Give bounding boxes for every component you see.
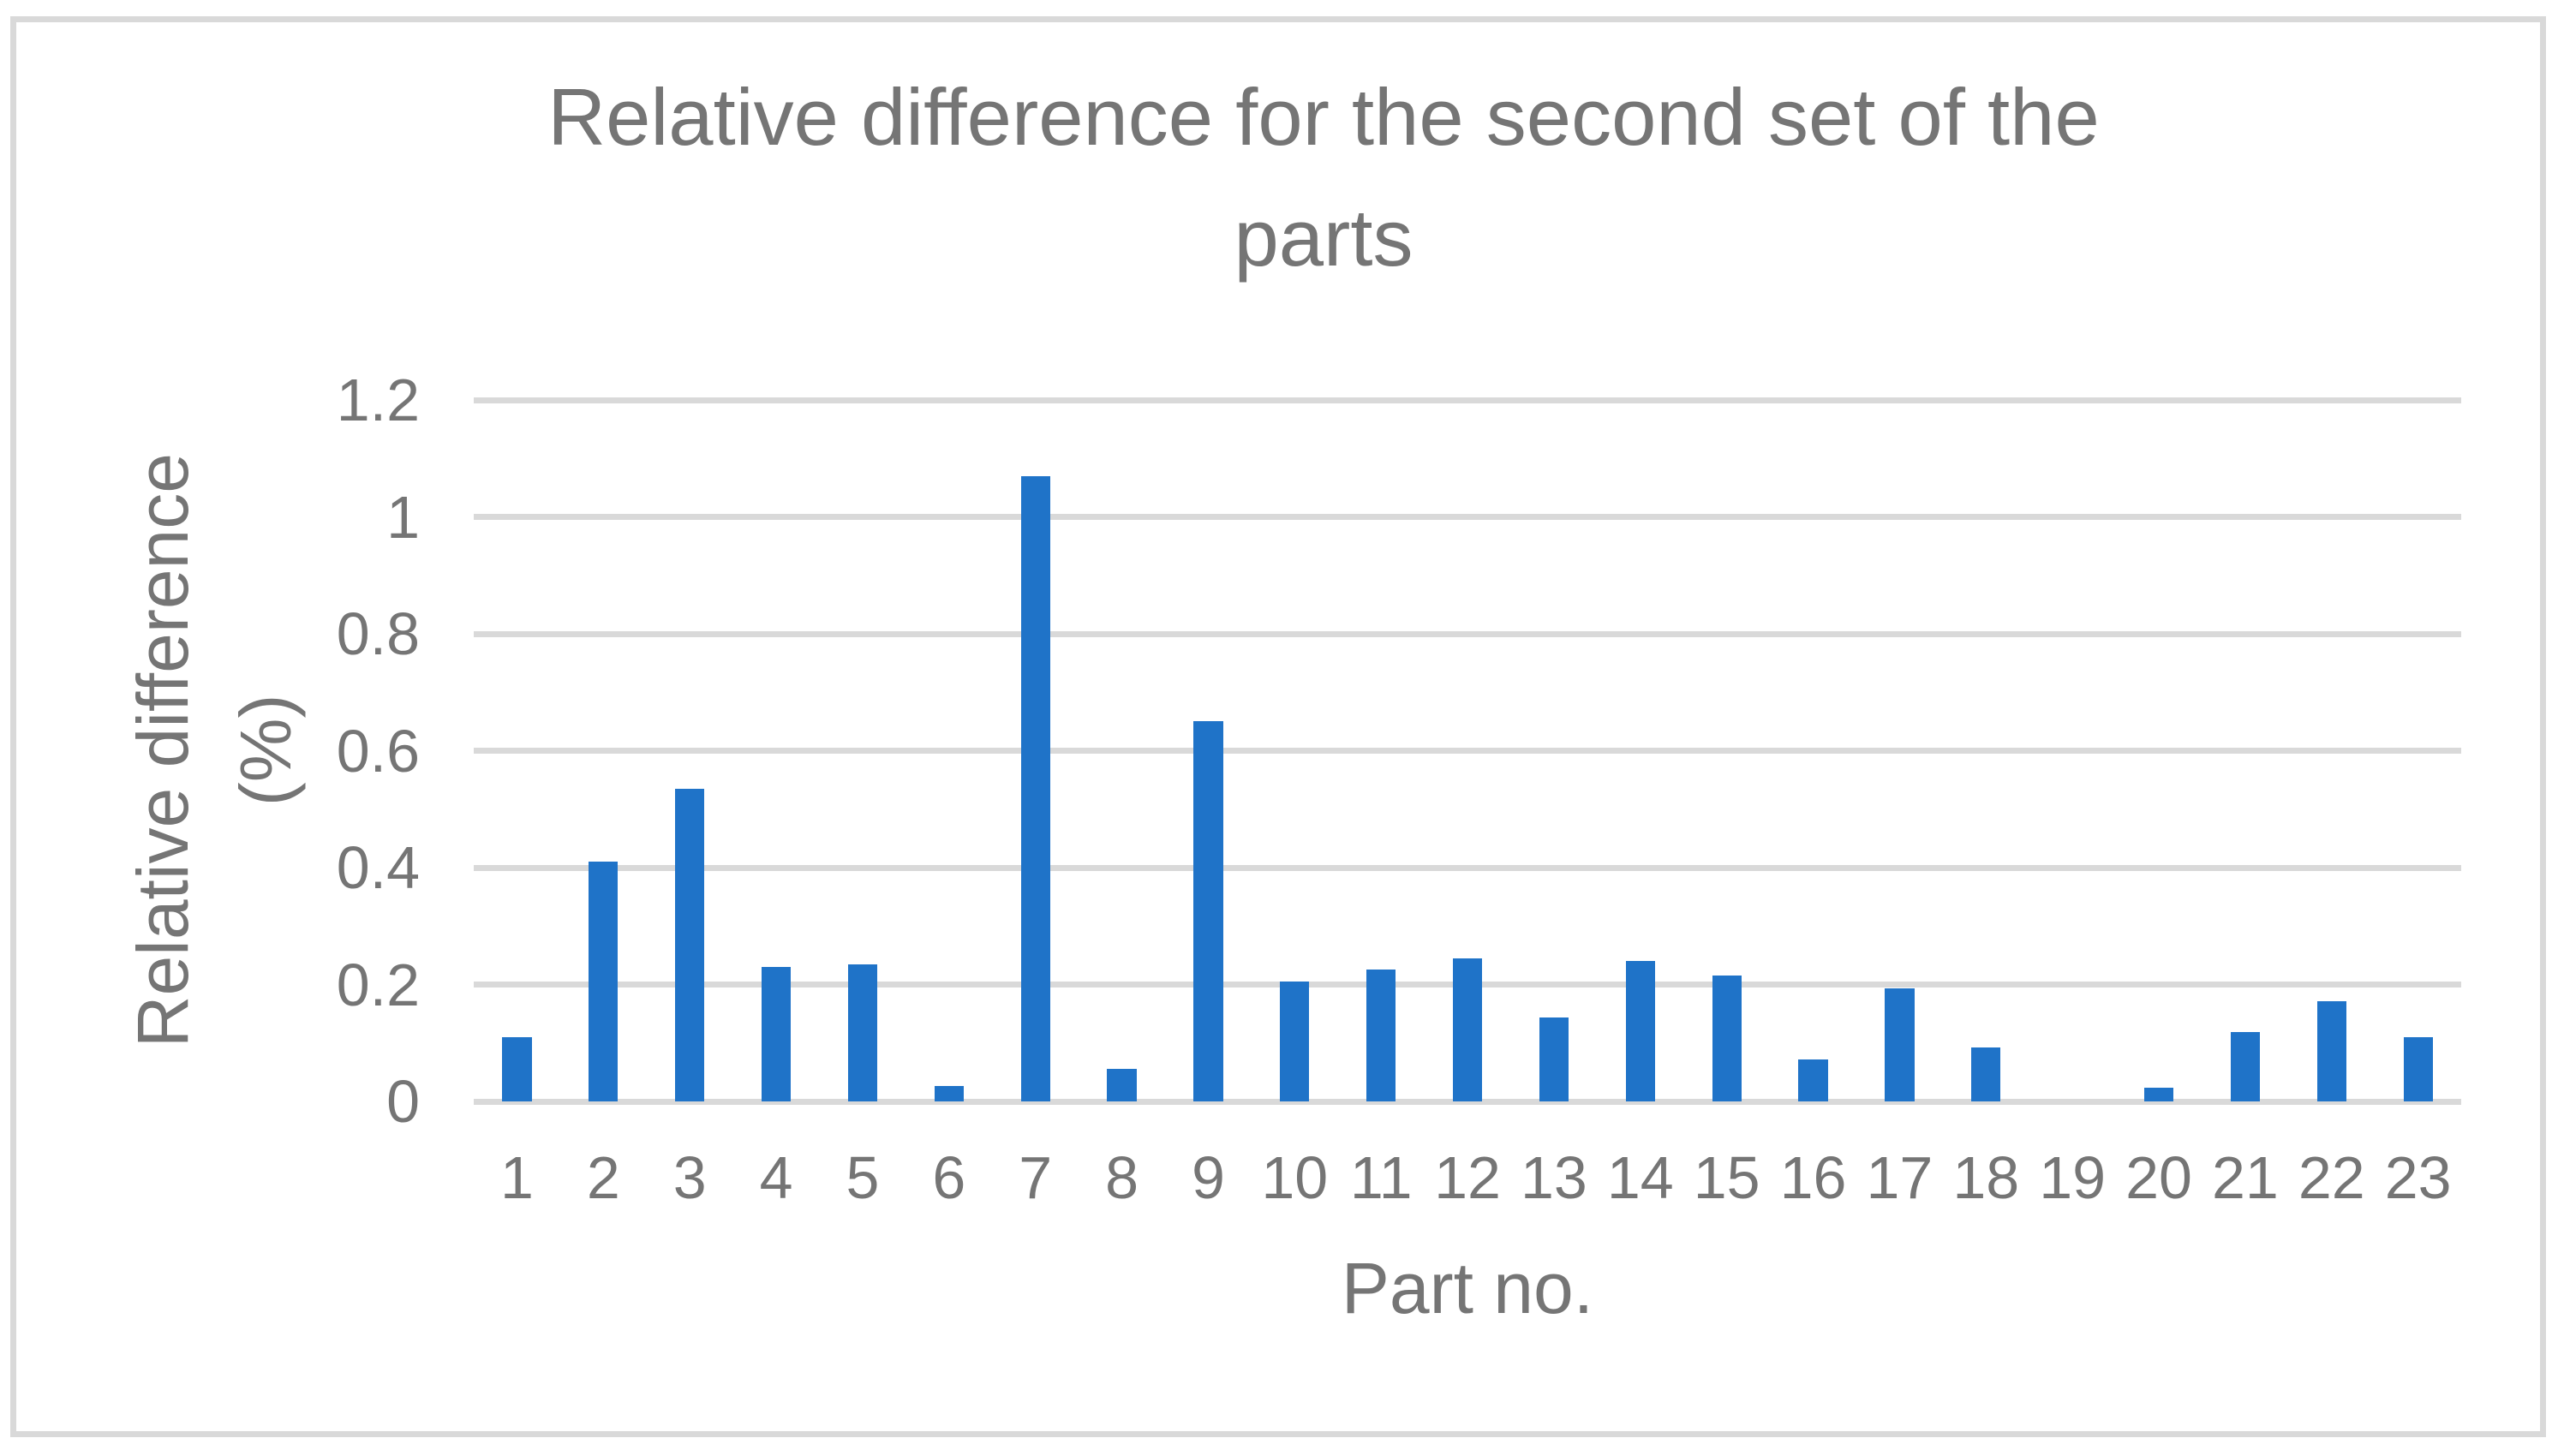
bar-slot-part-19 xyxy=(2029,400,2116,1101)
bar-slot-part-13 xyxy=(1511,400,1598,1101)
bar-part-20 xyxy=(2143,1088,2174,1101)
bar-slot-part-20 xyxy=(2116,400,2202,1101)
x-tick-label-15: 15 xyxy=(1693,1144,1760,1211)
bar-slot-part-5 xyxy=(820,400,906,1101)
y-tick-label-1: 1 xyxy=(386,483,420,551)
bar-slot-part-12 xyxy=(1425,400,1511,1101)
gridline-y-1.2 xyxy=(474,397,2461,403)
chart-title: Relative difference for the second set o… xyxy=(317,57,2330,298)
bar-part-3 xyxy=(675,788,705,1101)
bar-slot-part-21 xyxy=(2202,400,2289,1101)
gridline-y-0.6 xyxy=(474,748,2461,754)
x-tick-label-8: 8 xyxy=(1105,1144,1139,1211)
bar-part-7 xyxy=(1020,475,1050,1101)
y-tick-label-0.4: 0.4 xyxy=(336,834,420,902)
bar-slot-part-18 xyxy=(1943,400,2029,1101)
bar-slot-part-2 xyxy=(560,400,647,1101)
x-axis-title: Part no. xyxy=(1341,1248,1594,1328)
x-axis-tick-labels: 1 2 3 4 5 6 7 8 9 10 11 12 13 14 15 16 17 18 19 20 21 22 23 xyxy=(474,1148,2461,1208)
bar-part-15 xyxy=(1712,976,1742,1101)
x-tick-label-22: 22 xyxy=(2298,1144,2365,1211)
x-tick-label-12: 12 xyxy=(1434,1144,1501,1211)
x-tick-label-23: 23 xyxy=(2384,1144,2452,1211)
x-tick-label-2: 2 xyxy=(586,1144,620,1211)
y-tick-label-0.8: 0.8 xyxy=(336,600,420,668)
bar-part-4 xyxy=(761,967,792,1101)
y-tick-label-0.2: 0.2 xyxy=(336,951,420,1018)
y-axis-title-line-1: Relative difference xyxy=(122,453,203,1048)
bar-part-8 xyxy=(1107,1068,1137,1101)
bar-part-22 xyxy=(2316,1000,2346,1101)
x-tick-label-6: 6 xyxy=(932,1144,966,1211)
bar-part-2 xyxy=(589,862,619,1101)
bar-slot-part-15 xyxy=(1683,400,1770,1101)
y-tick-label-0: 0 xyxy=(386,1068,420,1135)
gridline-y-0.8 xyxy=(474,630,2461,637)
x-tick-label-7: 7 xyxy=(1019,1144,1053,1211)
bar-slot-part-8 xyxy=(1079,400,1165,1101)
bar-part-10 xyxy=(1280,982,1310,1101)
x-tick-label-20: 20 xyxy=(2125,1144,2192,1211)
x-tick-label-4: 4 xyxy=(759,1144,793,1211)
bar-slot-part-16 xyxy=(1770,400,1856,1101)
x-tick-label-14: 14 xyxy=(1606,1144,1674,1211)
x-tick-label-11: 11 xyxy=(1349,1144,1413,1211)
bar-part-16 xyxy=(1798,1059,1828,1101)
bar-slot-part-17 xyxy=(1856,400,1943,1101)
bar-slot-part-1 xyxy=(474,400,560,1101)
chart-border-frame xyxy=(10,16,2546,1437)
bar-slot-part-23 xyxy=(2375,400,2461,1101)
bar-part-9 xyxy=(1193,721,1223,1101)
x-tick-label-5: 5 xyxy=(846,1144,880,1211)
x-tick-label-16: 16 xyxy=(1779,1144,1847,1211)
bar-slot-part-11 xyxy=(1338,400,1425,1101)
x-tick-label-13: 13 xyxy=(1521,1144,1587,1211)
bar-part-12 xyxy=(1452,958,1483,1101)
x-tick-label-10: 10 xyxy=(1261,1144,1329,1211)
bar-part-23 xyxy=(2403,1036,2433,1101)
y-tick-label-0.6: 0.6 xyxy=(336,717,420,785)
bar-part-21 xyxy=(2230,1032,2261,1101)
x-tick-label-17: 17 xyxy=(1866,1144,1933,1211)
gridline-y-0 xyxy=(474,1098,2461,1105)
bar-slot-part-3 xyxy=(647,400,733,1101)
bar-part-14 xyxy=(1625,961,1655,1101)
chart-title-line-2: parts xyxy=(1234,193,1413,283)
bar-part-17 xyxy=(1885,988,1915,1101)
bar-part-18 xyxy=(1971,1047,2001,1101)
bar-slot-part-6 xyxy=(905,400,992,1101)
bar-part-6 xyxy=(934,1085,964,1101)
bar-slot-part-14 xyxy=(1597,400,1683,1101)
bar-series xyxy=(474,400,2461,1101)
x-tick-label-19: 19 xyxy=(2039,1144,2107,1211)
bar-part-11 xyxy=(1366,970,1396,1101)
bar-slot-part-22 xyxy=(2288,400,2375,1101)
x-tick-label-18: 18 xyxy=(1952,1144,2020,1211)
plot-area xyxy=(474,397,2461,1105)
bar-part-5 xyxy=(847,964,878,1101)
bar-part-1 xyxy=(502,1036,532,1101)
x-tick-label-1: 1 xyxy=(499,1144,534,1211)
bar-slot-part-10 xyxy=(1252,400,1338,1101)
y-axis-tick-labels: 0 0.2 0.4 0.6 0.8 1 1.2 xyxy=(240,370,420,1131)
chart-title-line-1: Relative difference for the second set o… xyxy=(547,72,2100,162)
x-tick-label-3: 3 xyxy=(672,1144,707,1211)
bar-slot-part-7 xyxy=(992,400,1079,1101)
bar-slot-part-4 xyxy=(733,400,820,1101)
x-tick-label-9: 9 xyxy=(1191,1144,1225,1211)
gridline-y-1 xyxy=(474,514,2461,520)
x-tick-label-21: 21 xyxy=(2212,1144,2279,1211)
y-tick-label-1.2: 1.2 xyxy=(336,367,420,433)
bar-slot-part-9 xyxy=(1165,400,1252,1101)
bar-part-13 xyxy=(1539,1017,1569,1101)
gridline-y-0.4 xyxy=(474,864,2461,871)
